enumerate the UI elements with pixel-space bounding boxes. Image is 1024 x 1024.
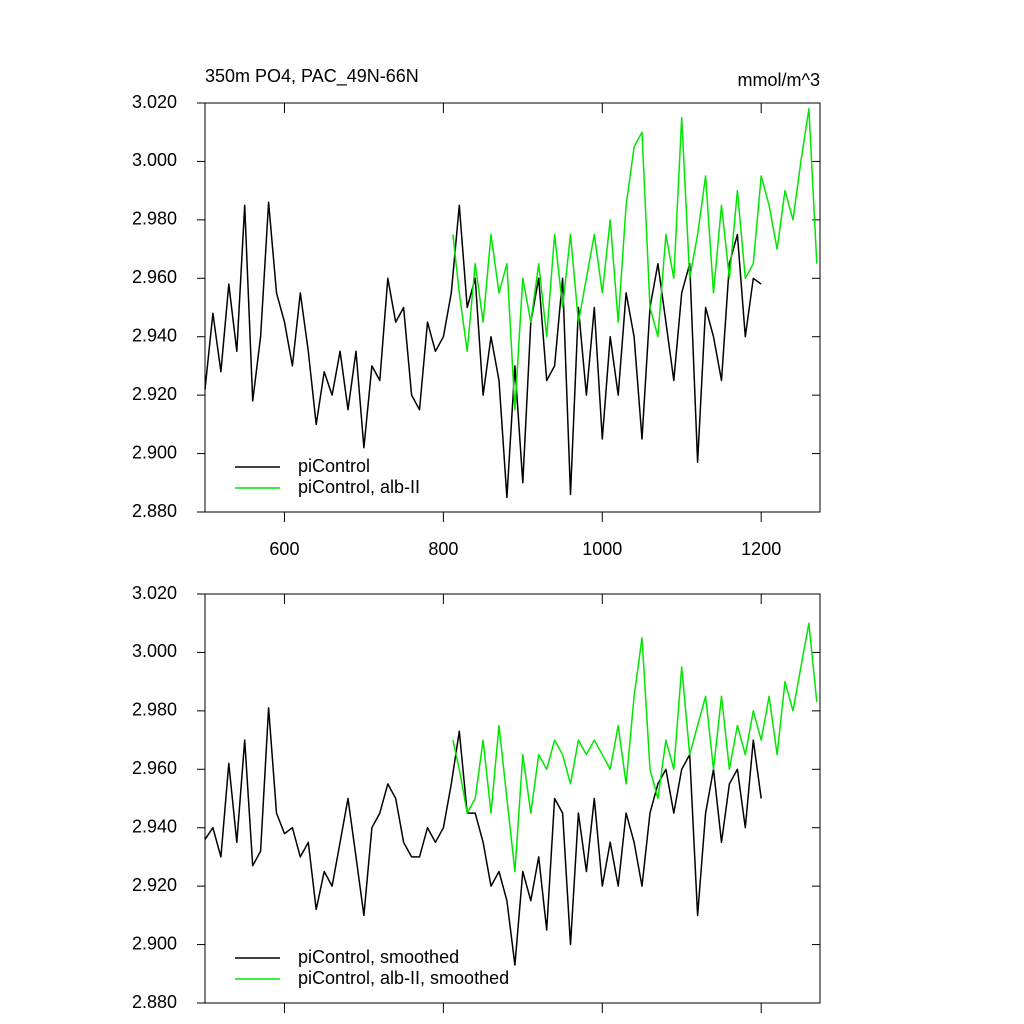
legend-label: piControl, smoothed <box>298 947 459 967</box>
y-tick-label: 3.000 <box>132 150 177 170</box>
legend-label: piControl <box>298 456 370 476</box>
plot-frame <box>204 102 821 513</box>
x-tick-label: 1200 <box>741 539 781 559</box>
chart-title: 350m PO4, PAC_49N-66N <box>205 66 419 87</box>
y-tick-label: 3.020 <box>132 92 177 112</box>
legend-label: piControl, alb-II <box>298 477 420 497</box>
y-tick-label: 2.900 <box>132 933 177 953</box>
data-line <box>452 622 818 873</box>
y-tick-label: 3.020 <box>132 583 177 603</box>
x-tick-label: 1000 <box>582 539 622 559</box>
data-line <box>204 201 762 499</box>
plot-frame <box>204 593 821 1004</box>
x-tick-label: 800 <box>428 539 458 559</box>
y-tick-label: 2.960 <box>132 267 177 287</box>
data-line <box>452 108 818 411</box>
y-tick-label: 2.980 <box>132 209 177 229</box>
y-tick-label: 2.980 <box>132 700 177 720</box>
units-label: mmol/m^3 <box>738 70 820 90</box>
y-tick-label: 2.940 <box>132 816 177 836</box>
y-tick-label: 2.920 <box>132 384 177 404</box>
y-tick-label: 2.960 <box>132 758 177 778</box>
y-tick-label: 2.900 <box>132 442 177 462</box>
y-tick-label: 3.000 <box>132 641 177 661</box>
x-tick-label: 600 <box>269 539 299 559</box>
y-tick-label: 2.920 <box>132 875 177 895</box>
y-tick-label: 2.880 <box>132 501 177 521</box>
y-tick-label: 2.940 <box>132 325 177 345</box>
legend-label: piControl, alb-II, smoothed <box>298 968 509 988</box>
data-line <box>204 707 762 966</box>
y-tick-label: 2.880 <box>132 992 177 1012</box>
